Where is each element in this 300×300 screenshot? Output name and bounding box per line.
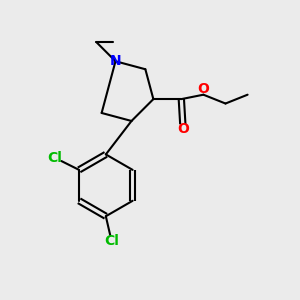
Text: O: O (177, 122, 189, 136)
Text: N: N (110, 54, 121, 68)
Text: Cl: Cl (104, 234, 119, 248)
Text: Cl: Cl (47, 151, 62, 165)
Text: O: O (197, 82, 209, 96)
